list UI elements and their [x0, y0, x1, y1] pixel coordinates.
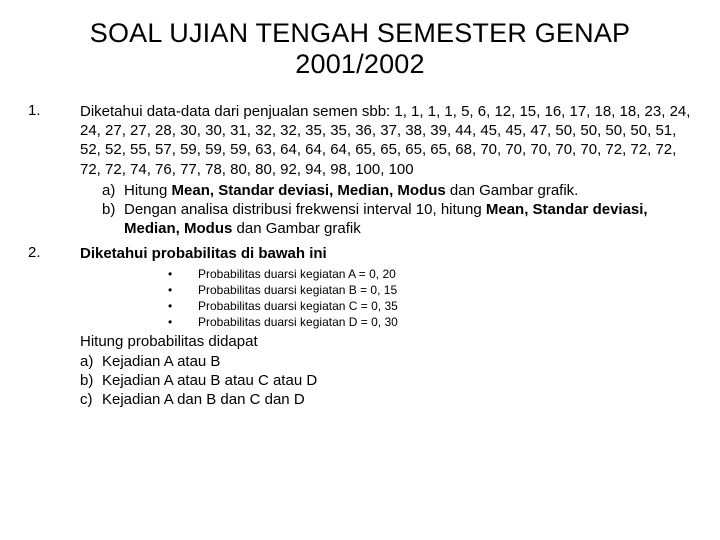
q2-c-text: Kejadian A dan B dan C dan D	[102, 390, 305, 409]
question-1-body: Diketahui data-data dari penjualan semen…	[80, 102, 692, 238]
q1-item-b: b) Dengan analisa distribusi frekwensi i…	[102, 200, 692, 238]
q2-bullet-list: •Probabilitas duarsi kegiatan A = 0, 20 …	[80, 266, 692, 331]
q1-a-text: Hitung Mean, Standar deviasi, Median, Mo…	[124, 181, 578, 200]
title-line-1: SOAL UJIAN TENGAH SEMESTER GENAP	[90, 18, 631, 48]
q2-continuation: Hitung probabilitas didapat a) Kejadian …	[80, 332, 692, 409]
q2-item-c: c) Kejadian A dan B dan C dan D	[80, 390, 692, 409]
question-1-number: 1.	[28, 102, 80, 238]
q2-intro: Diketahui probabilitas di bawah ini	[80, 245, 327, 262]
q2-c-label: c)	[80, 390, 102, 409]
q2-bullet-3: •Probabilitas duarsi kegiatan C = 0, 35	[168, 298, 692, 314]
q1-sublist: a) Hitung Mean, Standar deviasi, Median,…	[80, 181, 692, 239]
q2-a-text: Kejadian A atau B	[102, 352, 220, 371]
page-title: SOAL UJIAN TENGAH SEMESTER GENAP 2001/20…	[28, 18, 692, 80]
q2-item-b: b) Kejadian A atau B atau C atau D	[80, 371, 692, 390]
document-page: SOAL UJIAN TENGAH SEMESTER GENAP 2001/20…	[0, 0, 720, 409]
bullet-icon: •	[168, 266, 198, 282]
q2-b-text: Kejadian A atau B atau C atau D	[102, 371, 317, 390]
q1-b-label: b)	[102, 200, 124, 238]
bullet-icon: •	[168, 282, 198, 298]
bullet-icon: •	[168, 314, 198, 330]
q1-intro-prefix: Diketahui data-data dari penjualan semen…	[80, 103, 394, 120]
title-line-2: 2001/2002	[295, 49, 424, 79]
question-2-body: Diketahui probabilitas di bawah ini •Pro…	[80, 244, 692, 409]
q1-a-label: a)	[102, 181, 124, 200]
q2-a-label: a)	[80, 352, 102, 371]
q2-cont-intro: Hitung probabilitas didapat	[80, 332, 692, 351]
question-1: 1. Diketahui data-data dari penjualan se…	[28, 102, 692, 238]
question-2: 2. Diketahui probabilitas di bawah ini •…	[28, 244, 692, 409]
q2-b-label: b)	[80, 371, 102, 390]
q2-bullet-2: •Probabilitas duarsi kegiatan B = 0, 15	[168, 282, 692, 298]
question-2-number: 2.	[28, 244, 80, 409]
q2-bullet-1: •Probabilitas duarsi kegiatan A = 0, 20	[168, 266, 692, 282]
q1-item-a: a) Hitung Mean, Standar deviasi, Median,…	[102, 181, 692, 200]
q1-b-text: Dengan analisa distribusi frekwensi inte…	[124, 200, 692, 238]
q2-bullet-4: •Probabilitas duarsi kegiatan D = 0, 30	[168, 314, 692, 330]
q2-item-a: a) Kejadian A atau B	[80, 352, 692, 371]
bullet-icon: •	[168, 298, 198, 314]
